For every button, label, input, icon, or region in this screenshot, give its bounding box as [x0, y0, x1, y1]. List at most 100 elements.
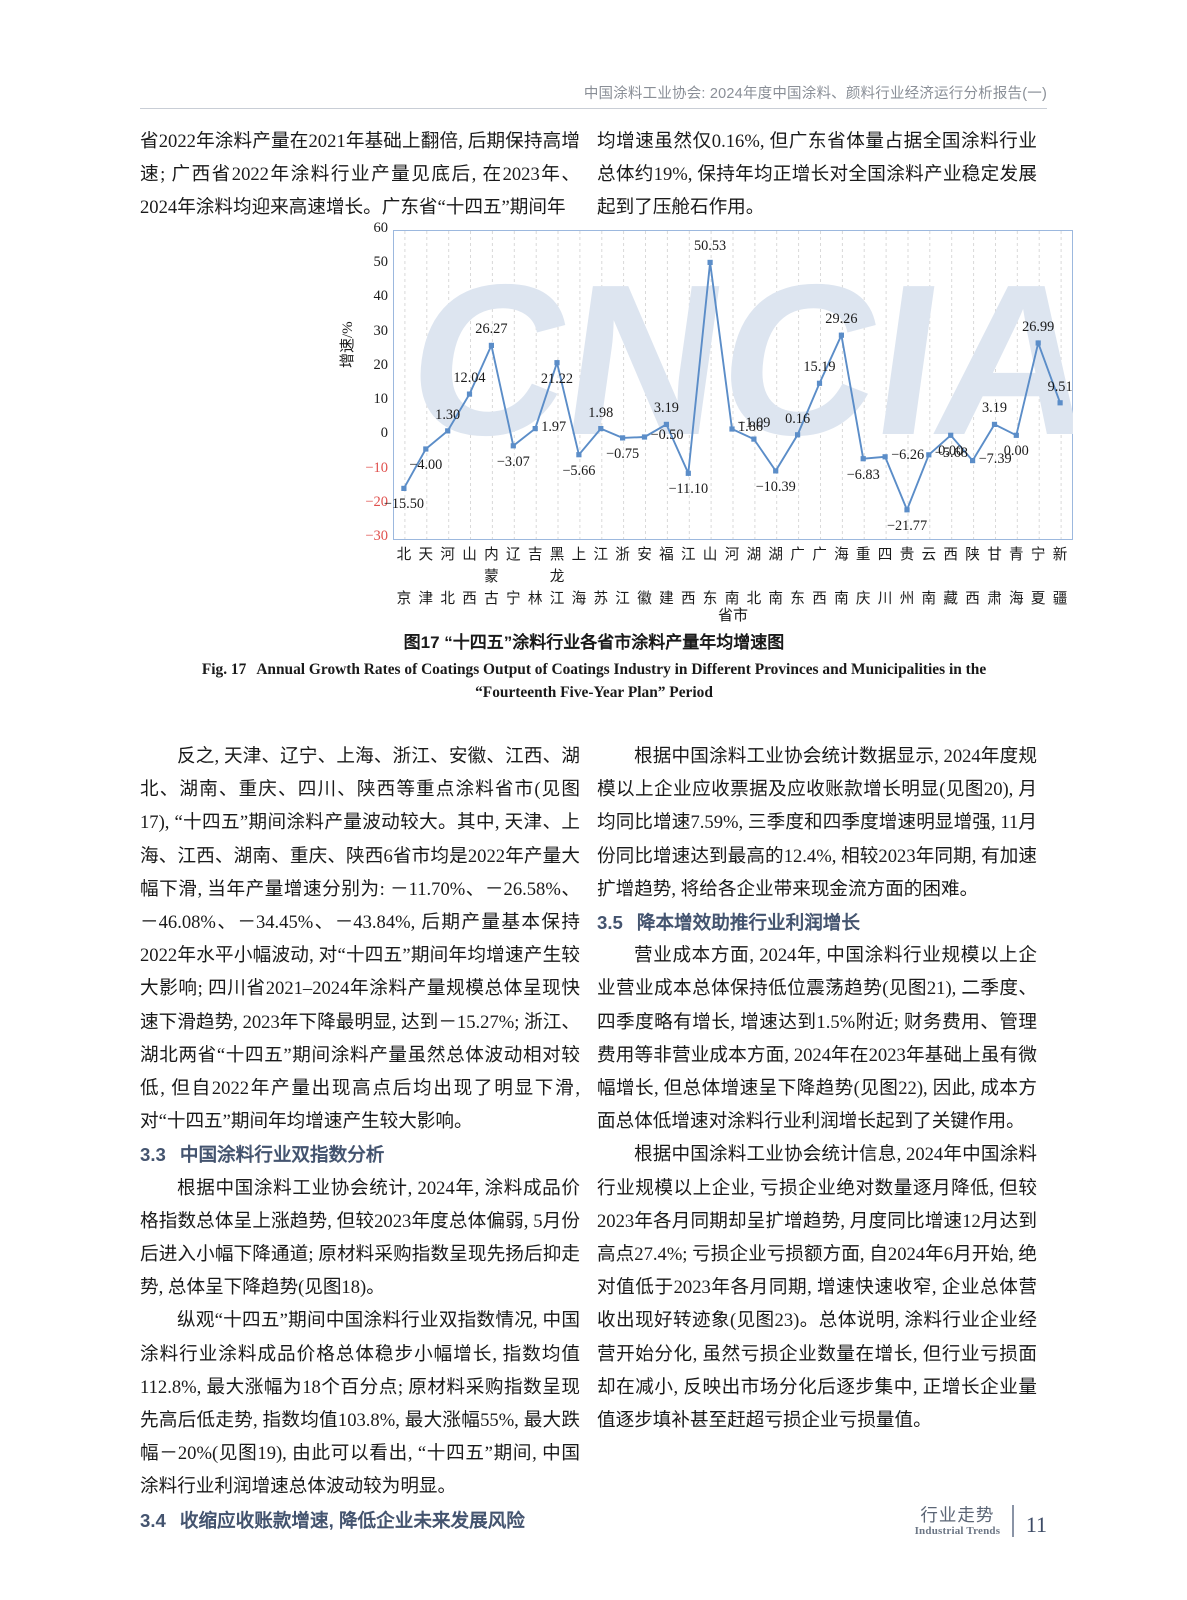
section-number: 3.4: [140, 1509, 166, 1531]
data-label: 26.99: [1022, 319, 1055, 335]
x-tick: 河 南: [724, 547, 740, 607]
footer-divider: [1012, 1505, 1014, 1537]
figure-17: 增速/% 60 50 40 30 20 10 0 −10 −20 −30 CNCIA −15.50…: [140, 220, 1073, 704]
data-label: 29.26: [825, 311, 858, 328]
paragraph: 营业成本方面, 2024年, 中国涂料行业规模以上企业营业成本总体保持低位震荡趋…: [597, 945, 1037, 1133]
x-tick: 重 庆: [855, 547, 871, 607]
section-heading-3-4: 3.4 收缩应收账款增速, 降低企业未来发展风险: [140, 1504, 580, 1537]
data-label: 0.00: [1003, 443, 1029, 460]
figure-caption-en-line2: “Fourteenth Five-Year Plan” Period: [475, 684, 713, 701]
paragraph: 根据中国涂料工业协会统计数据显示, 2024年度规模以上企业应收票据及应收账款增…: [597, 746, 1037, 900]
x-tick: 河 北: [440, 547, 455, 607]
data-label: −5.68: [934, 444, 968, 461]
section-heading-3-5: 3.5 降本增效助推行业利润增长: [597, 906, 1037, 939]
section-number: 3.3: [140, 1144, 166, 1166]
paragraph: 省2022年涂料产量在2021年基础上翻倍, 后期保持高增速; 广西省2022年…: [140, 131, 580, 219]
x-tick: 浙 江: [615, 547, 630, 607]
page-number: 11: [1025, 1512, 1047, 1537]
y-tick: 20: [373, 356, 389, 373]
y-tick: 50: [373, 254, 389, 271]
paragraph: 均增速虽然仅0.16%, 但广东省体量占据全国涂料行业总体约19%, 保持年均正…: [597, 131, 1037, 219]
y-tick: −10: [365, 459, 388, 476]
header-divider: [140, 108, 1047, 109]
data-label: −0.50: [650, 427, 684, 443]
x-tick: 江 西: [680, 547, 696, 607]
section-title: 收缩应收账款增速, 降低企业未来发展风险: [179, 1509, 525, 1531]
data-label: −15.50: [383, 496, 425, 513]
data-value-labels: −15.50 −4.00 1.30 12.04 26.27 −3.07 1.97 21.22 −…: [384, 230, 1073, 540]
x-tick: 广 西: [812, 547, 827, 607]
x-tick: 北 京: [396, 547, 412, 607]
data-label: −3.07: [496, 453, 530, 470]
footer-tag-en: Industrial Trends: [914, 1525, 1001, 1538]
figure-caption-cn: 图17 “十四五”涂料行业各省市涂料产量年均增速图: [403, 633, 785, 652]
data-label: 12.04: [453, 370, 486, 387]
data-label: 26.27: [475, 321, 508, 338]
y-tick: 60: [373, 220, 389, 236]
x-tick: 江 苏: [593, 547, 609, 607]
page-footer: 行业走势 Industrial Trends 11: [0, 1490, 1187, 1538]
data-label: −4.00: [409, 457, 443, 473]
data-label: 3.19: [653, 400, 679, 417]
data-label: 1.30: [435, 406, 461, 423]
data-label: 3.19: [981, 400, 1008, 417]
footer-section-tag: 行业走势 Industrial Trends: [915, 1506, 1001, 1538]
x-tick: 西 藏: [943, 547, 958, 607]
data-label: 1.86: [738, 419, 764, 435]
left-column: 反之, 天津、辽宁、上海、浙江、安徽、江西、湖北、湖南、重庆、四川、陕西等重点涂…: [140, 740, 580, 1537]
data-label: 1.98: [588, 404, 614, 421]
y-tick: −20: [365, 493, 388, 510]
figure-caption-en: Fig. 17 Annual Growth Rates of Coatings O…: [140, 658, 1048, 704]
y-tick: −30: [365, 528, 388, 544]
x-tick: 安 徽: [637, 547, 652, 607]
data-label: 0.00: [938, 443, 964, 460]
right-column: 根据中国涂料工业协会统计数据显示, 2024年度规模以上企业应收票据及应收账款增…: [597, 740, 1037, 1437]
data-label: −7.39: [978, 450, 1012, 467]
x-tick: 宁 夏: [1030, 547, 1046, 607]
y-tick: 10: [373, 391, 389, 408]
section-title: 降本增效助推行业利润增长: [636, 912, 860, 934]
x-tick: 贵 州: [899, 547, 915, 607]
top-left-text-block: 省2022年涂料产量在2021年基础上翻倍, 后期保持高增速; 广西省2022年…: [140, 125, 580, 225]
x-tick: 内蒙古: [484, 547, 499, 607]
x-tick: 吉 林: [527, 547, 543, 607]
x-tick: 陕 西: [965, 547, 980, 607]
data-label: −11.10: [668, 481, 709, 498]
section-heading-3-3: 3.3 中国涂料行业双指数分析: [140, 1138, 580, 1171]
x-tick: 甘 肃: [987, 547, 1002, 607]
data-label: −21.77: [886, 517, 928, 534]
x-axis-title: 省市: [717, 608, 748, 624]
paragraph: 根据中国涂料工业协会统计, 2024年, 涂料成品价格指数总体呈上涨趋势, 但较…: [140, 1177, 580, 1299]
plot-box: [393, 230, 1073, 540]
y-tick: 40: [373, 288, 389, 305]
data-label: 0.16: [785, 410, 811, 427]
x-tick: 海 南: [834, 547, 849, 607]
x-tick: 广 东: [790, 547, 805, 607]
x-tick: 青 海: [1008, 547, 1024, 607]
data-label: −0.75: [606, 445, 640, 462]
data-label: 9.51: [1047, 378, 1073, 395]
data-label: 15.19: [803, 359, 836, 376]
y-tick: 0: [380, 425, 388, 442]
x-tick: 黑龙江: [549, 547, 565, 607]
top-right-text-block: 均增速虽然仅0.16%, 但广东省体量占据全国涂料行业总体约19%, 保持年均正…: [597, 125, 1037, 225]
x-tick: 新 疆: [1052, 547, 1068, 607]
data-label: −1.09: [737, 415, 771, 432]
x-tick: 湖 北: [746, 547, 762, 607]
x-tick: 湖 南: [768, 547, 783, 607]
x-tick: 福 建: [659, 547, 674, 607]
data-label: −5.66: [562, 462, 596, 479]
x-tick: 山 东: [702, 547, 718, 607]
x-tick: 上 海: [571, 547, 587, 607]
data-label: −10.39: [755, 478, 796, 495]
y-tick: 30: [373, 322, 389, 339]
data-label: 1.97: [541, 418, 567, 435]
x-tick: 山 西: [462, 547, 477, 607]
x-axis-labels: 北 京天 津河 北山 西内蒙古辽 宁吉 林黑龙江上 海江 苏浙 江安 徽福 建江…: [393, 544, 1073, 608]
data-label: 21.22: [540, 370, 574, 387]
section-title: 中国涂料行业双指数分析: [179, 1144, 385, 1166]
paragraph: 纵观“十四五”期间中国涂料行业双指数情况, 中国涂料行业涂料成品价格总体稳步小幅…: [140, 1310, 580, 1498]
x-tick: 辽 宁: [505, 547, 521, 607]
footer-tag-cn: 行业走势: [920, 1505, 995, 1526]
